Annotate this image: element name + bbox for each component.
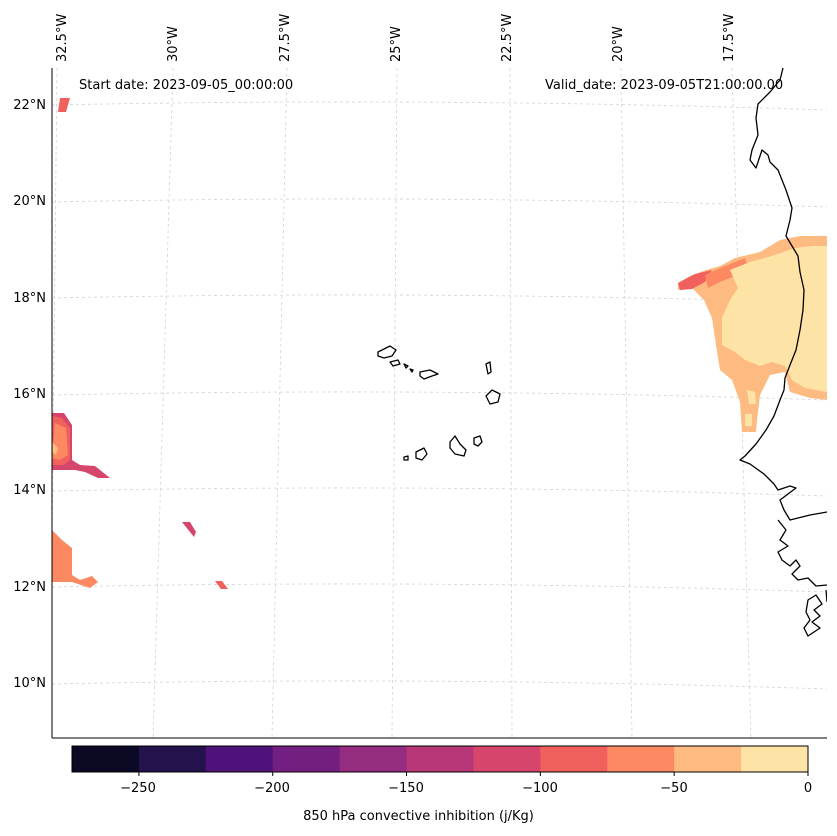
lat-label-18n: 18°N bbox=[13, 291, 46, 306]
colorbar-segment bbox=[138, 746, 207, 772]
colorbar-segment bbox=[607, 746, 675, 772]
lon-label-32-5w: 32.5°W bbox=[55, 13, 70, 62]
colorbar-tick-label: 0 bbox=[803, 781, 813, 796]
lon-label-25w: 25°W bbox=[389, 26, 404, 62]
lon-label-30w: 30°W bbox=[166, 26, 181, 62]
colorbar-segment bbox=[674, 746, 742, 772]
valid-date-label: Valid_date: 2023-09-05T21:00:00.00 bbox=[545, 78, 784, 93]
colorbar-tick-label: −250 bbox=[120, 781, 156, 796]
cin-field-west bbox=[52, 98, 228, 589]
colorbar-label: 850 hPa convective inhibition (j/Kg) bbox=[303, 809, 534, 824]
lat-label-20n: 20°N bbox=[13, 194, 46, 209]
map-background bbox=[52, 68, 827, 738]
colorbar-segment bbox=[473, 746, 541, 772]
colorbar-tick-label: −50 bbox=[660, 781, 688, 796]
colorbar-tick-label: −150 bbox=[388, 781, 424, 796]
colorbar-segment bbox=[205, 746, 274, 772]
lat-label-12n: 12°N bbox=[13, 580, 46, 595]
lon-label-20w: 20°W bbox=[611, 26, 626, 62]
colorbar-segment bbox=[406, 746, 474, 772]
lat-label-14n: 14°N bbox=[13, 483, 46, 498]
start-date-label: Start date: 2023-09-05_00:00:00 bbox=[79, 78, 294, 93]
colorbar bbox=[71, 745, 809, 776]
colorbar-segment bbox=[339, 746, 408, 772]
lat-label-22n: 22°N bbox=[13, 98, 46, 113]
lon-label-22-5w: 22.5°W bbox=[500, 13, 515, 62]
lat-label-16n: 16°N bbox=[13, 387, 46, 402]
graticule bbox=[52, 68, 827, 738]
cin-field-coast bbox=[678, 236, 827, 432]
lon-label-17-5w: 17.5°W bbox=[722, 13, 737, 62]
colorbar-tick-label: −200 bbox=[254, 781, 290, 796]
colorbar-segment bbox=[72, 746, 140, 772]
colorbar-segment bbox=[272, 746, 341, 772]
colorbar-tick-label: −100 bbox=[522, 781, 558, 796]
lat-label-10n: 10°N bbox=[13, 676, 46, 691]
colorbar-segment bbox=[741, 746, 809, 772]
colorbar-frame bbox=[71, 745, 809, 773]
lon-label-27-5w: 27.5°W bbox=[278, 13, 293, 62]
coastline bbox=[377, 68, 827, 637]
colorbar-segment bbox=[540, 746, 608, 772]
